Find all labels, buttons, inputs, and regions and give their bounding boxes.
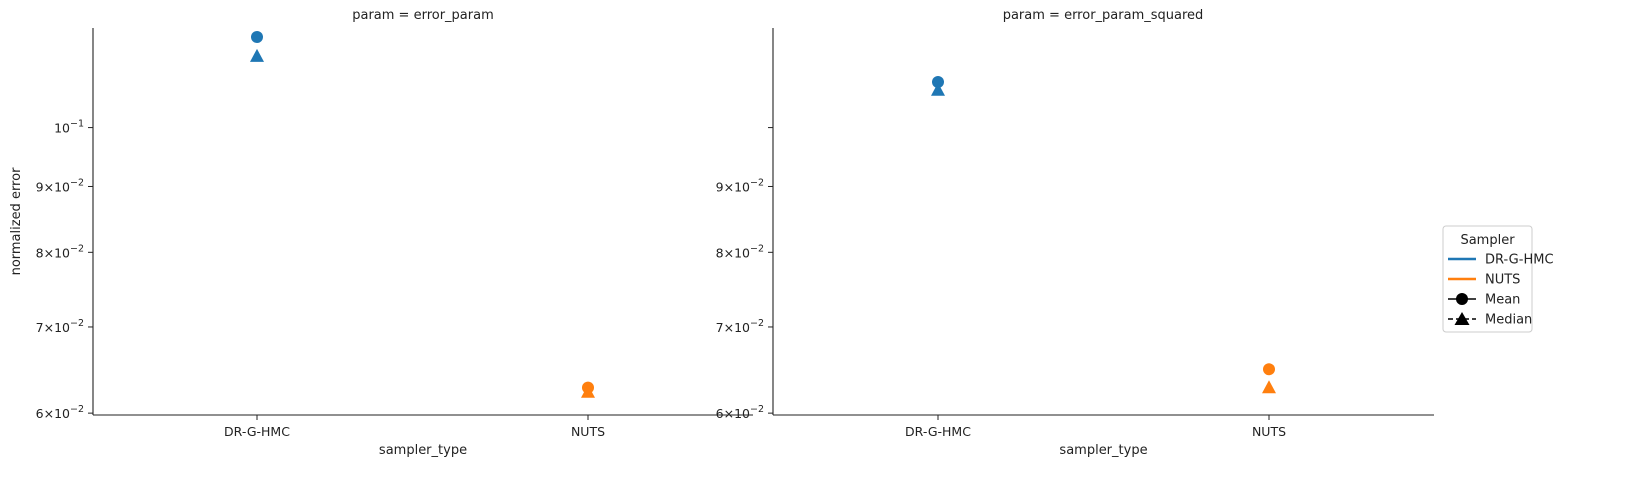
x-axis-label: sampler_type bbox=[379, 443, 467, 458]
legend-label: Mean bbox=[1485, 293, 1520, 308]
panel-error-param-squared: param = error_param_squared 6×10−2 7×10−2 8… bbox=[716, 8, 1434, 458]
legend: Sampler DR-G-HMC NUTS Mean Median bbox=[1442, 225, 1554, 333]
legend-circle-marker-icon bbox=[1456, 293, 1468, 305]
y-tick-label: 7×10−2 bbox=[716, 318, 764, 335]
y-tick-label: 8×10−2 bbox=[36, 243, 84, 260]
x-axis-label: sampler_type bbox=[1059, 443, 1147, 458]
x-tick-label: NUTS bbox=[1252, 424, 1286, 439]
panel-error-param: param = error_param 6×10−2 7×10−2 8×10−2 9×1… bbox=[9, 8, 753, 458]
y-tick-label: 9×10−2 bbox=[36, 177, 84, 194]
legend-label: DR-G-HMC bbox=[1485, 253, 1554, 268]
median-point-nuts bbox=[581, 384, 595, 398]
panel-title: param = error_param_squared bbox=[1003, 8, 1204, 23]
mean-point-dr-g-hmc bbox=[251, 30, 263, 43]
median-point-nuts bbox=[1262, 380, 1276, 394]
mean-point-nuts bbox=[1263, 363, 1275, 376]
y-tick-label: 6×10−2 bbox=[716, 404, 764, 421]
legend-title: Sampler bbox=[1460, 233, 1515, 248]
y-axis-label: normalized error bbox=[9, 167, 24, 275]
legend-frame bbox=[1442, 225, 1533, 333]
legend-label: Median bbox=[1485, 313, 1532, 328]
x-tick-label: DR-G-HMC bbox=[224, 424, 290, 439]
median-point-dr-g-hmc bbox=[250, 48, 264, 62]
x-tick-label: DR-G-HMC bbox=[905, 424, 971, 439]
y-tick-label: 8×10−2 bbox=[716, 243, 764, 260]
legend-triangle-marker-icon bbox=[1454, 312, 1470, 325]
y-tick-label: 7×10−2 bbox=[36, 318, 84, 335]
x-tick-label: NUTS bbox=[571, 424, 605, 439]
panel-title: param = error_param bbox=[352, 8, 494, 23]
y-tick-label: 9×10−2 bbox=[716, 177, 764, 194]
median-point-dr-g-hmc bbox=[931, 82, 945, 96]
legend-label: NUTS bbox=[1485, 273, 1520, 288]
y-tick-label: 10−1 bbox=[54, 119, 84, 136]
y-tick-label: 6×10−2 bbox=[36, 404, 84, 421]
mean-point-dr-g-hmc bbox=[932, 75, 944, 88]
